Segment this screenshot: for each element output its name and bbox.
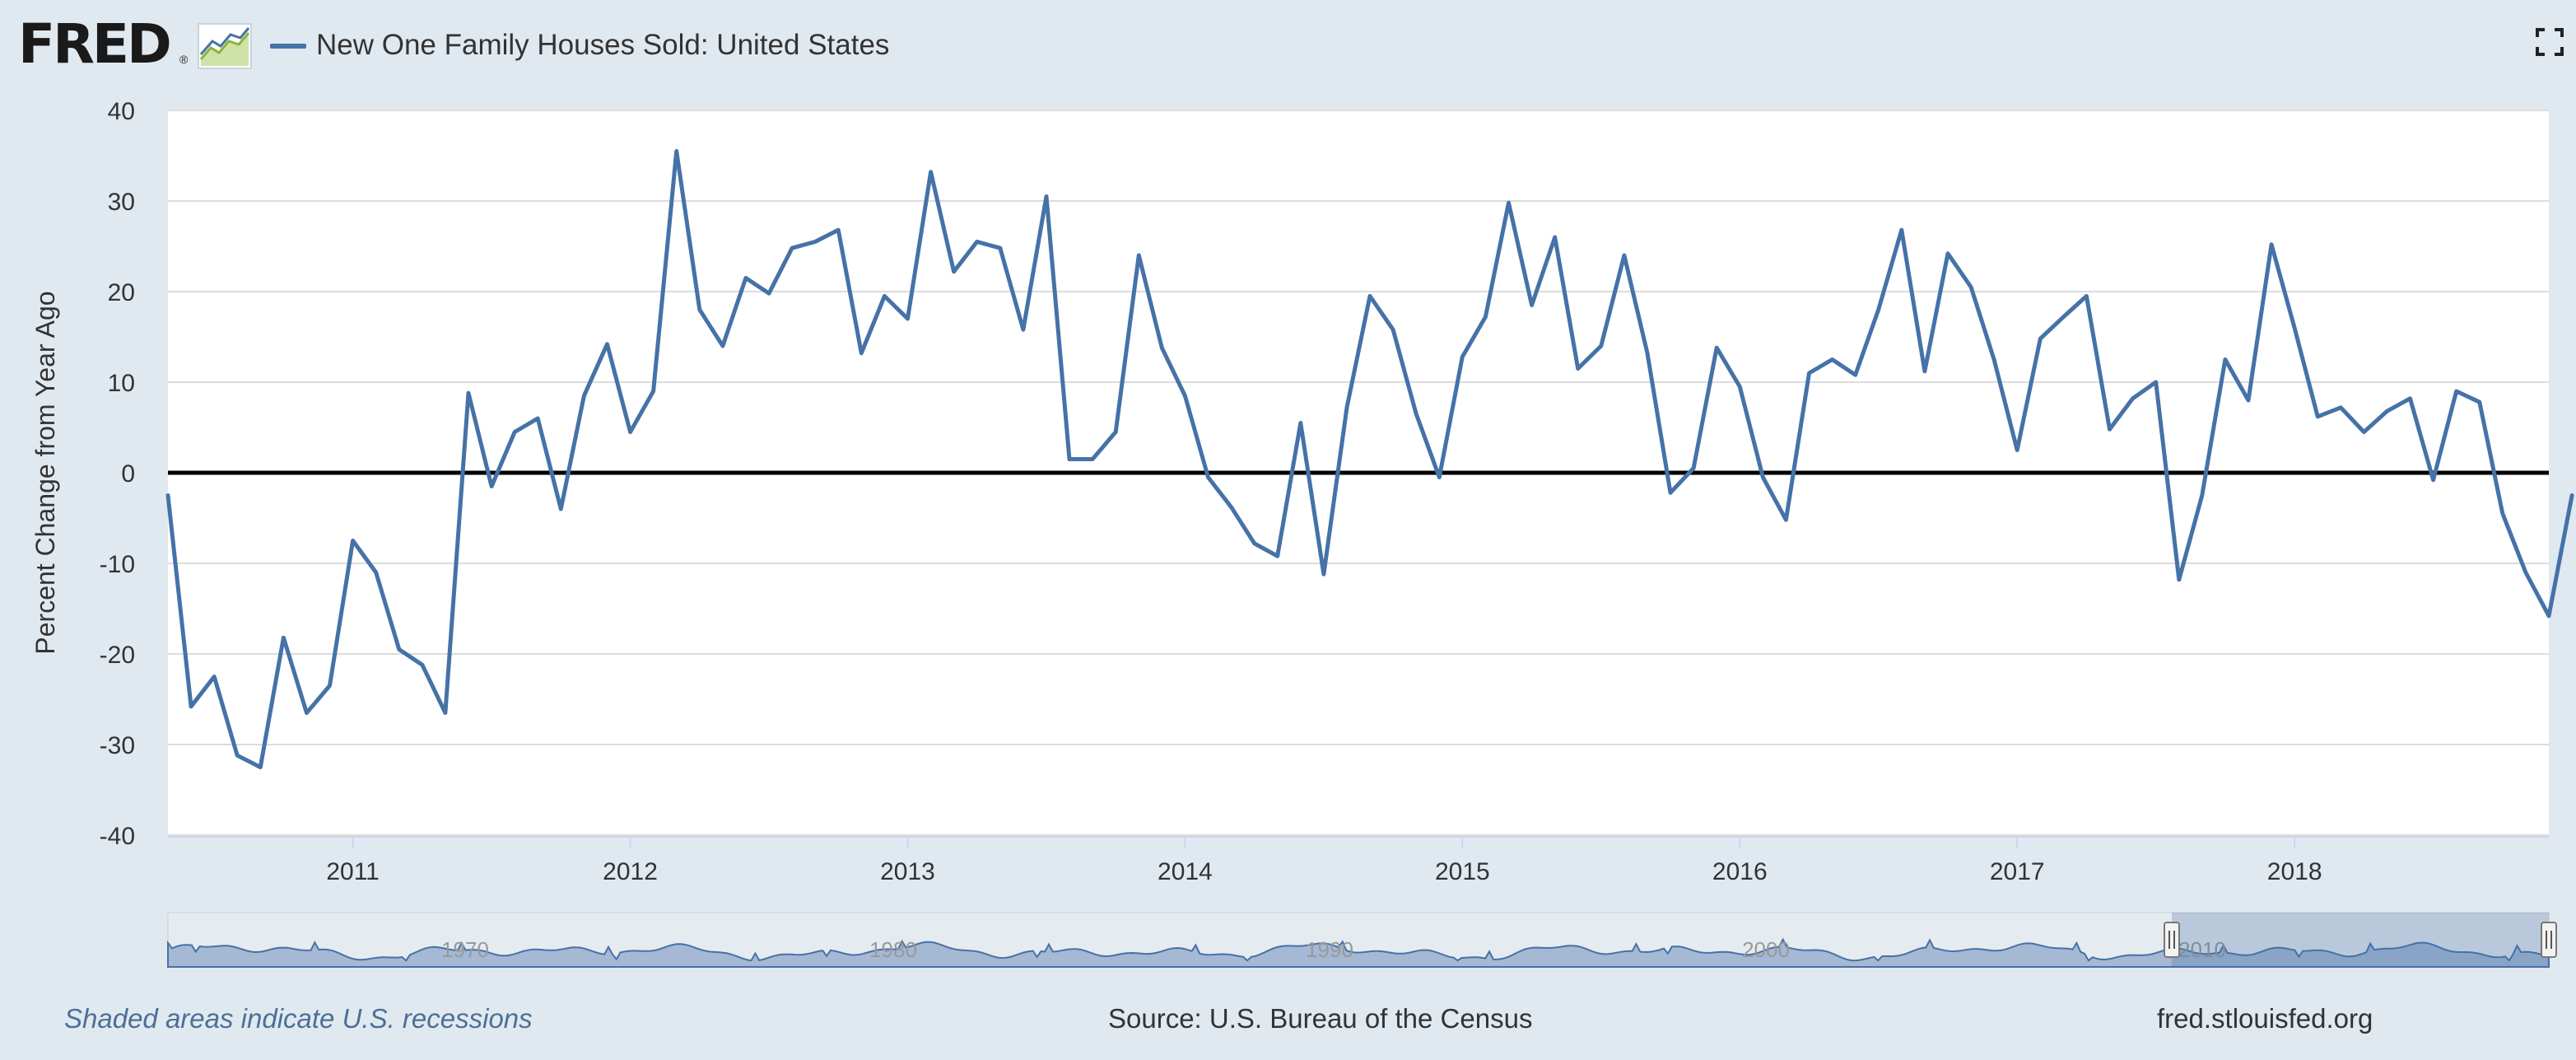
legend-series-swatch [270, 44, 306, 49]
navigator-tick-labels: 1970 1980 1990 2000 2010 [441, 937, 2226, 962]
gridlines [168, 110, 2549, 836]
x-tick-marks [168, 836, 2549, 848]
legend-series-label[interactable]: New One Family Houses Sold: United State… [316, 29, 890, 61]
y-tick-label: 40 [108, 98, 135, 125]
fred-logo[interactable]: FRED [18, 12, 172, 76]
chart-header: FRED ® New One Family Houses Sold: Unite… [0, 0, 2576, 91]
navigator-handle-right[interactable] [2541, 922, 2557, 958]
x-tick-label: 2018 [2267, 858, 2322, 885]
x-tick-labels: 2011 2012 2013 2014 2015 2016 2017 2018 [326, 858, 2322, 885]
recession-note: Shaded areas indicate U.S. recessions [64, 1003, 533, 1034]
series-line[interactable] [165, 149, 2574, 769]
y-tick-label: -40 [100, 823, 135, 850]
x-tick-label: 2016 [1712, 858, 1768, 885]
y-tick-label: 20 [108, 279, 135, 306]
navigator-series-area [167, 937, 2550, 968]
navigator-tick-label: 1970 [441, 937, 489, 962]
y-tick-label: -20 [100, 642, 135, 669]
range-navigator[interactable]: 1970 1980 1990 2000 2010 [167, 912, 2557, 968]
y-tick-label: -30 [100, 732, 135, 759]
x-tick-label: 2013 [880, 858, 935, 885]
source-note: Source: U.S. Bureau of the Census [1108, 1003, 1533, 1034]
x-tick-label: 2012 [603, 858, 658, 885]
navigator-tick-label: 1990 [1306, 937, 1353, 962]
x-tick-label: 2014 [1158, 858, 1213, 885]
y-tick-labels: 40 30 20 10 0 -10 -20 -30 -40 [100, 98, 135, 850]
y-tick-label: -10 [100, 551, 135, 578]
navigator-tick-label: 2000 [1742, 937, 1790, 962]
line-graph-icon [198, 23, 252, 69]
y-tick-label: 30 [108, 189, 135, 216]
site-link[interactable]: fred.stlouisfed.org [2157, 1003, 2373, 1034]
x-tick-label: 2015 [1435, 858, 1490, 885]
navigator-tick-label: 2010 [2178, 937, 2226, 962]
navigator-selection[interactable] [2172, 913, 2549, 967]
navigator-handle-left[interactable] [2164, 922, 2180, 958]
fred-logo-registered-mark: ® [179, 53, 189, 66]
x-tick-label: 2011 [326, 858, 380, 885]
y-tick-label: 0 [121, 460, 135, 488]
y-tick-label: 10 [108, 370, 135, 397]
navigator-tick-label: 1980 [869, 937, 917, 962]
fullscreen-icon[interactable] [2536, 28, 2564, 56]
x-tick-label: 2017 [1990, 858, 2045, 885]
y-axis-label: Percent Change from Year Ago [30, 291, 60, 654]
